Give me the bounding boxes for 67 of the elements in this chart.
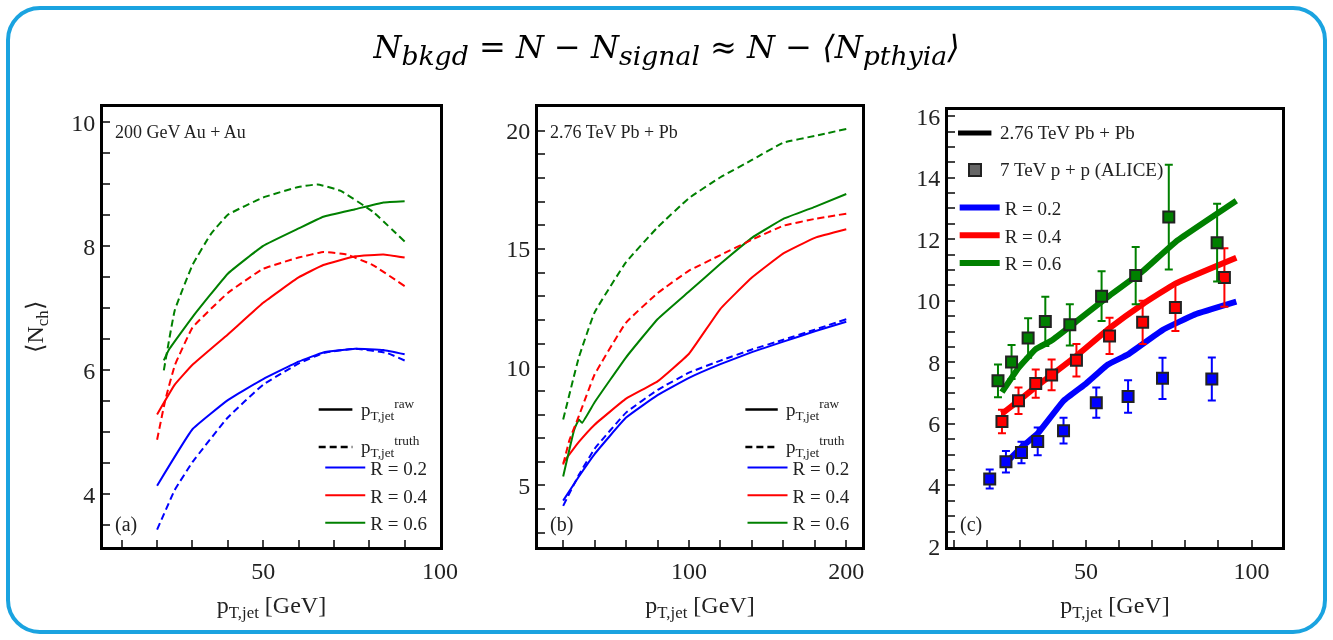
point: [983, 472, 997, 486]
point: [1069, 353, 1083, 367]
x-tick-label: 50: [1074, 557, 1099, 584]
y-tick-label: 16: [916, 103, 941, 130]
point: [1045, 368, 1059, 382]
annotation: 7 TeV p + p (ALICE): [1000, 159, 1164, 181]
legend-label: R = 0.6: [1004, 253, 1062, 275]
legend-label: R = 0.2: [1004, 197, 1062, 219]
annotation: 200 GeV Au + Au: [115, 122, 246, 142]
point: [1057, 424, 1071, 438]
legend-label: R = 0.4: [792, 485, 850, 507]
y-tick-label: 10: [71, 109, 96, 136]
point: [1121, 390, 1135, 404]
x-tick-label: 100: [670, 557, 707, 584]
point: [1038, 314, 1052, 328]
point: [1156, 371, 1169, 385]
y-tick-label: 12: [916, 226, 941, 253]
y-tick-label: 2: [928, 534, 941, 561]
y-tick-label: 8: [83, 233, 96, 260]
point: [1162, 210, 1176, 224]
text: N$_{bkgd}$ = N − N$_{signal}$ ≈ N − ⟨N$_{pthyia}$⟩: [372, 28, 961, 72]
point: [1129, 269, 1143, 283]
point: [1136, 315, 1150, 329]
point: [1014, 446, 1028, 460]
point: [999, 455, 1013, 469]
y-tick-label: 10: [506, 354, 531, 381]
y-tick-label: 6: [928, 411, 941, 438]
annotation: 2.76 TeV Pb + Pb: [550, 122, 678, 142]
point: [1029, 377, 1043, 391]
y-tick-label: 4: [83, 481, 96, 508]
point: [1005, 355, 1019, 369]
point: [1168, 301, 1182, 315]
legend-label: R = 0.4: [370, 485, 428, 507]
legend-label: R = 0.6: [370, 513, 427, 535]
legend-label: R = 0.4: [1004, 225, 1062, 247]
point: [1095, 289, 1109, 303]
point: [1012, 394, 1026, 408]
point: [1031, 434, 1045, 448]
point: [1063, 318, 1077, 332]
annotation: (a): [115, 513, 138, 536]
x-tick-label: 200: [828, 557, 865, 584]
y-tick-label: 8: [928, 349, 941, 376]
legend-label: R = 0.6: [792, 513, 850, 535]
point: [1205, 372, 1219, 386]
y-tick-label: 4: [928, 472, 941, 499]
point: [1103, 329, 1117, 343]
y-tick-label: 14: [916, 165, 941, 192]
y-tick-label: 6: [83, 357, 96, 384]
y-tick-label: 20: [506, 118, 531, 145]
point: [1217, 270, 1231, 284]
point: [1210, 236, 1224, 250]
y-tick-label: 15: [506, 236, 531, 263]
annotation: (b): [550, 513, 574, 536]
x-tick-label: 100: [422, 557, 458, 584]
point: [995, 414, 1009, 428]
x-tick-label: 100: [1233, 557, 1270, 584]
annotation: 2.76 TeV Pb + Pb: [1000, 122, 1135, 143]
x-axis-title: p$_{T,jet}$ [GeV]: [1060, 591, 1170, 622]
y-tick-label: 10: [916, 288, 941, 315]
point: [1021, 331, 1035, 345]
x-axis-title: p$_{T,jet}$ [GeV]: [645, 591, 755, 622]
y-tick-label: 5: [518, 472, 531, 499]
point: [1089, 396, 1103, 410]
x-tick-label: 50: [251, 557, 276, 584]
point: [991, 374, 1005, 388]
annotation: (c): [960, 513, 983, 536]
x-axis-title: p$_{T,jet}$ [GeV]: [216, 591, 327, 622]
